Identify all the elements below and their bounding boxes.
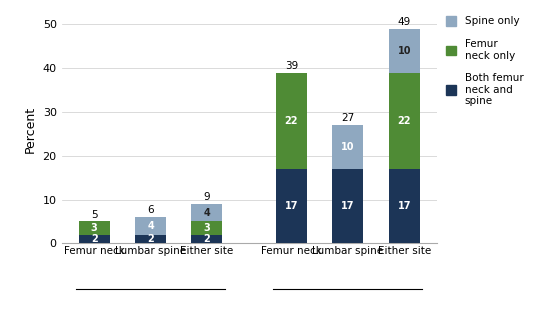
Bar xyxy=(389,169,420,243)
Text: 9: 9 xyxy=(204,192,210,202)
Bar xyxy=(192,204,222,222)
Bar xyxy=(389,29,420,73)
Text: 3: 3 xyxy=(203,223,211,233)
Text: 10: 10 xyxy=(341,142,354,152)
Text: 10: 10 xyxy=(398,46,411,56)
Text: 2: 2 xyxy=(91,234,97,244)
Bar xyxy=(276,73,307,169)
Text: 5: 5 xyxy=(91,210,97,220)
Bar xyxy=(135,217,166,235)
Text: 4: 4 xyxy=(203,208,211,218)
Text: 4: 4 xyxy=(147,221,154,231)
Bar xyxy=(135,235,166,243)
Text: 22: 22 xyxy=(284,116,298,126)
Text: 2: 2 xyxy=(203,234,211,244)
Bar xyxy=(276,169,307,243)
Y-axis label: Percent: Percent xyxy=(24,106,37,153)
Bar xyxy=(389,73,420,169)
Bar xyxy=(192,222,222,235)
Text: 39: 39 xyxy=(285,61,298,71)
Legend: Spine only, Femur
neck only, Both femur
neck and
spine: Spine only, Femur neck only, Both femur … xyxy=(446,16,523,106)
Bar xyxy=(78,222,110,235)
Text: 17: 17 xyxy=(398,201,411,211)
Bar xyxy=(332,125,363,169)
Bar xyxy=(78,235,110,243)
Text: 17: 17 xyxy=(284,201,298,211)
Text: 22: 22 xyxy=(398,116,411,126)
Text: 27: 27 xyxy=(341,113,354,123)
Text: 2: 2 xyxy=(147,234,154,244)
Text: 6: 6 xyxy=(147,205,154,215)
Bar xyxy=(192,235,222,243)
Bar xyxy=(332,169,363,243)
Text: 17: 17 xyxy=(341,201,354,211)
Text: 3: 3 xyxy=(91,223,97,233)
Text: 49: 49 xyxy=(398,17,411,27)
